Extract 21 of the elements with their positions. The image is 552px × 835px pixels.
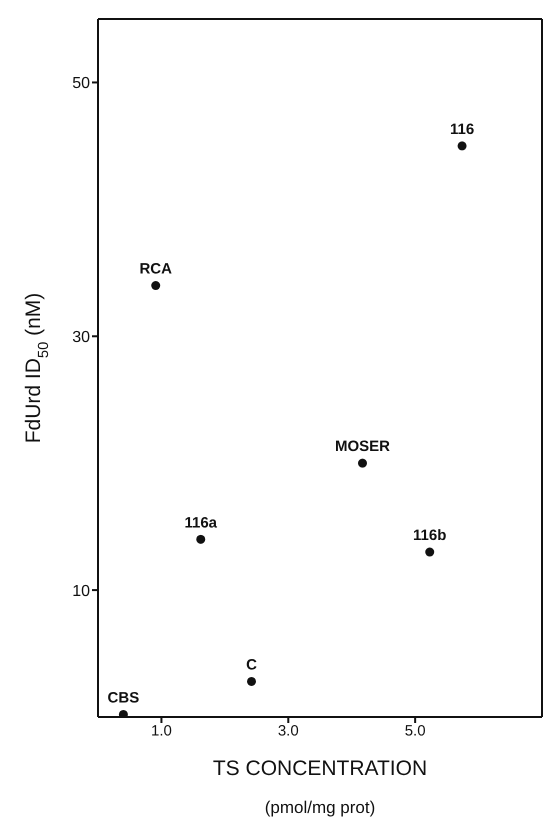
point <box>118 710 128 717</box>
annotation: 116 <box>450 120 474 138</box>
point <box>151 281 160 290</box>
x-tick-label: 1.0 <box>151 722 172 740</box>
annotation: 116a <box>184 514 218 532</box>
x-tick-label: 3.0 <box>278 722 299 740</box>
y-tick-label: 30 <box>72 328 90 346</box>
point <box>358 458 367 468</box>
point <box>458 141 467 150</box>
annotation: RCA <box>139 260 172 278</box>
y-tick-label: 10 <box>72 582 90 600</box>
annotation: 116b <box>413 527 446 544</box>
point <box>196 534 206 544</box>
annotation: C <box>246 656 258 674</box>
x-tick-label: 5.0 <box>404 722 426 740</box>
annotation: MOSER <box>334 438 390 456</box>
x-axis-title: TS CONCENTRATION (pmol/mg prot) <box>212 757 428 817</box>
point <box>246 676 256 686</box>
point <box>425 548 434 557</box>
annotation: CBS <box>108 689 140 706</box>
y-tick-label: 50 <box>72 75 90 92</box>
